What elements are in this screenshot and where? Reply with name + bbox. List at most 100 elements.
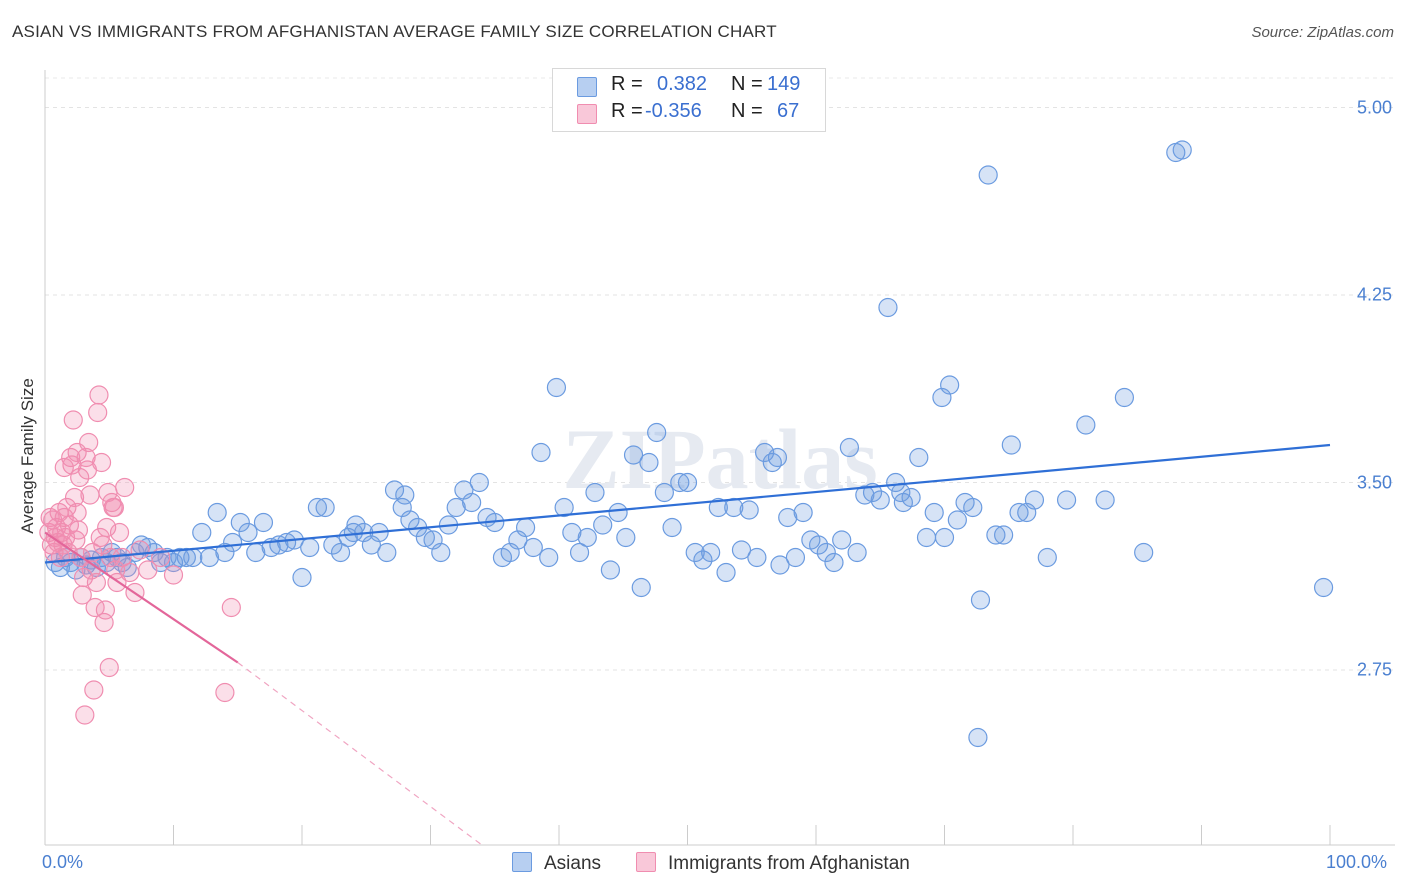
data-point	[600, 560, 621, 580]
data-point	[531, 442, 551, 463]
data-point	[292, 567, 312, 588]
stats-row-asians: R = 0.382 N = 149	[553, 73, 825, 99]
data-point	[716, 562, 736, 583]
n-label: N =	[731, 100, 763, 122]
data-point	[469, 472, 489, 493]
data-point	[307, 497, 328, 518]
data-point	[238, 522, 258, 543]
data-point	[515, 517, 536, 538]
data-point	[75, 705, 95, 725]
data-point	[230, 512, 250, 533]
data-point	[109, 522, 130, 543]
n-label: N =	[731, 73, 763, 95]
data-point	[68, 520, 89, 540]
y-tick-label: 2.75	[1356, 659, 1392, 680]
data-point	[90, 527, 110, 548]
data-point	[1313, 577, 1334, 598]
asians-trend-line	[44, 443, 1331, 564]
data-point	[138, 560, 158, 580]
data-point	[73, 567, 94, 588]
data-point	[778, 507, 798, 528]
data-point	[832, 530, 852, 550]
n-value: 149	[767, 73, 801, 95]
data-point	[95, 600, 115, 620]
data-point	[909, 447, 929, 468]
afghanistan-legend-icon	[636, 852, 656, 872]
data-point	[585, 482, 605, 503]
data-point	[916, 527, 937, 548]
data-point	[739, 500, 759, 520]
grid-lines	[45, 77, 1395, 671]
data-point	[562, 522, 582, 543]
data-point	[115, 477, 135, 498]
y-tick-label: 4.25	[1356, 284, 1392, 305]
data-point	[1172, 140, 1192, 160]
data-point	[947, 510, 967, 530]
data-point	[130, 540, 150, 560]
data-point	[770, 555, 790, 575]
data-point	[64, 487, 85, 508]
data-point	[886, 472, 906, 493]
data-point	[616, 527, 636, 548]
data-point	[215, 542, 235, 563]
data-point	[924, 502, 944, 523]
r-value: -0.356	[645, 100, 702, 122]
data-point	[855, 485, 875, 505]
r-label: R =	[611, 100, 643, 122]
data-point	[117, 557, 137, 578]
data-point	[163, 565, 184, 585]
data-point	[86, 572, 107, 593]
data-point	[978, 165, 998, 185]
data-point	[63, 410, 83, 430]
data-point	[747, 547, 767, 568]
data-point	[639, 452, 659, 473]
y-tick-label: 3.50	[1356, 472, 1392, 492]
data-point	[701, 542, 721, 563]
data-point	[183, 547, 203, 568]
data-point	[80, 485, 100, 505]
data-point	[546, 377, 567, 398]
data-point	[994, 525, 1014, 545]
data-point	[104, 497, 124, 518]
data-point	[934, 527, 955, 548]
data-point	[221, 597, 241, 618]
data-point	[940, 375, 960, 395]
data-point	[343, 522, 363, 543]
data-point	[647, 422, 667, 443]
data-point	[384, 480, 405, 500]
data-point	[654, 482, 674, 503]
legend-item-asians[interactable]: Asians	[512, 852, 601, 875]
data-point	[91, 452, 112, 473]
data-point	[891, 482, 911, 503]
data-point	[593, 515, 613, 535]
data-point	[986, 525, 1006, 545]
data-point	[523, 537, 543, 558]
data-point	[99, 657, 119, 678]
data-point	[446, 497, 466, 518]
chart-source: Source: ZipAtlas.com	[1251, 24, 1394, 41]
data-point	[870, 490, 890, 510]
data-point	[808, 535, 829, 555]
legend-label-asians: Asians	[544, 853, 602, 874]
data-point	[61, 447, 81, 468]
data-point	[577, 527, 597, 548]
data-point	[793, 502, 813, 523]
data-point	[847, 542, 867, 563]
series-asians-points	[45, 140, 1334, 748]
data-point	[963, 497, 983, 518]
series-afghanistan-points	[39, 385, 241, 725]
data-point	[816, 542, 836, 563]
data-point	[315, 497, 335, 518]
data-point	[66, 560, 86, 580]
data-point	[839, 437, 860, 458]
data-point	[54, 457, 74, 478]
legend-item-afghanistan[interactable]: Immigrants from Afghanistan	[636, 852, 910, 875]
data-point	[300, 537, 320, 558]
data-point	[785, 547, 806, 568]
data-point	[968, 727, 988, 748]
data-point	[970, 590, 991, 610]
data-point	[670, 472, 690, 493]
data-point	[539, 547, 559, 568]
data-point	[207, 502, 227, 523]
data-point	[569, 542, 590, 563]
